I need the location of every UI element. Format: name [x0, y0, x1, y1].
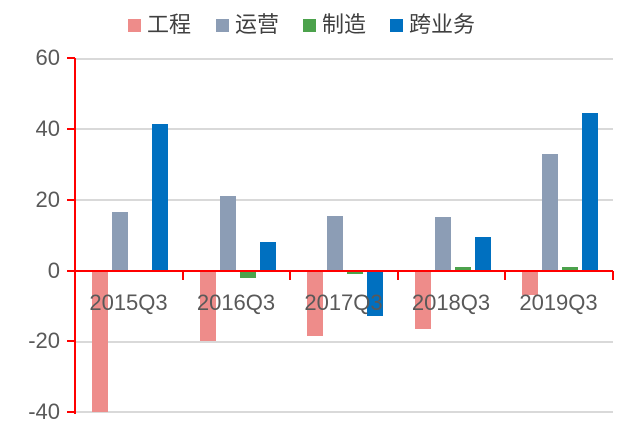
legend-label: 跨业务	[409, 12, 476, 37]
legend-item-跨业务: 跨业务	[390, 14, 475, 36]
bar-跨业务-2016Q3	[259, 242, 276, 271]
legend-item-工程: 工程	[128, 14, 191, 36]
x-axis-category-label: 2015Q3	[89, 290, 168, 315]
bar-跨业务-2019Q3	[582, 113, 598, 271]
x-axis-tick	[504, 270, 506, 280]
legend-item-制造: 制造	[303, 14, 366, 36]
y-axis-tick-label: 60	[35, 45, 60, 71]
chart-legend: 工程 运营 制造 跨业务	[0, 0, 640, 44]
x-axis-category-label: 2019Q3	[519, 290, 598, 315]
x-axis-tick	[181, 270, 184, 280]
legend-label: 运营	[235, 12, 280, 37]
gridline	[75, 57, 613, 60]
bar-制造-2018Q3	[454, 266, 471, 271]
legend-swatch-icon	[128, 18, 141, 32]
y-axis-tick-label: 40	[35, 116, 60, 141]
y-axis-tick	[67, 57, 75, 60]
y-axis-tick	[67, 411, 75, 413]
bar-制造-2017Q3	[347, 270, 363, 275]
bar-工程-2019Q3	[522, 270, 538, 296]
y-axis-line	[74, 58, 76, 414]
legend-label: 制造	[322, 12, 367, 37]
legend-swatch-icon	[216, 18, 229, 32]
bar-跨业务-2015Q3	[152, 123, 168, 271]
legend-label: 工程	[147, 12, 192, 37]
legend-swatch-icon	[303, 18, 316, 32]
y-axis-tick-label: -40	[28, 399, 60, 424]
y-axis-tick	[67, 198, 75, 201]
bar-工程-2015Q3	[92, 270, 108, 412]
gridline	[75, 128, 613, 131]
x-axis-tick	[396, 270, 399, 280]
bar-制造-2019Q3	[562, 266, 578, 271]
legend-swatch-icon	[390, 18, 403, 32]
gridline	[75, 340, 613, 343]
bar-工程-2016Q3	[199, 270, 216, 342]
x-axis-category-label: 2017Q3	[304, 290, 383, 315]
y-axis-tick-label: 20	[35, 186, 60, 212]
bar-工程-2017Q3	[307, 270, 323, 336]
bar-运营-2015Q3	[112, 212, 128, 271]
bar-运营-2017Q3	[327, 215, 343, 271]
bar-制造-2016Q3	[239, 270, 256, 278]
bar-跨业务-2017Q3	[367, 270, 383, 317]
y-axis-tick	[67, 128, 75, 130]
y-axis-tick	[67, 340, 75, 343]
x-axis-tick	[289, 270, 291, 280]
y-axis-tick-label: -20	[28, 328, 60, 354]
x-axis-category-label: 2018Q3	[411, 290, 491, 315]
bar-工程-2018Q3	[414, 270, 431, 329]
bar-运营-2019Q3	[542, 153, 558, 271]
x-axis-tick	[611, 270, 614, 280]
legend-item-运营: 运营	[216, 14, 279, 36]
x-axis-category-label: 2016Q3	[196, 290, 276, 315]
bar-跨业务-2018Q3	[474, 236, 491, 271]
y-axis-tick-label: 0	[47, 257, 60, 283]
bar-运营-2018Q3	[434, 217, 451, 271]
x-axis-zero-line	[67, 269, 613, 272]
bar-运营-2016Q3	[219, 196, 236, 271]
gridline	[75, 411, 613, 414]
gridline	[75, 199, 613, 201]
